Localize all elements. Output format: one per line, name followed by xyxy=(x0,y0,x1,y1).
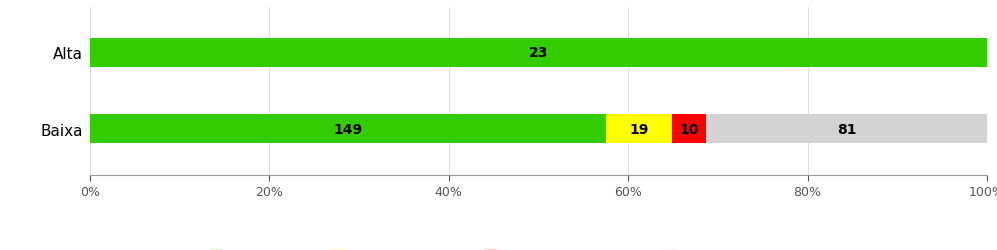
Text: 10: 10 xyxy=(679,122,699,136)
Text: 149: 149 xyxy=(333,122,362,136)
Legend: Avaliação boa, Avaliação mediana, Avaliação insatisfatória, Não respondeu: Avaliação boa, Avaliação mediana, Avalia… xyxy=(205,245,782,250)
Text: 23: 23 xyxy=(528,46,548,60)
Bar xyxy=(90,115,606,144)
Bar xyxy=(606,115,672,144)
Text: 81: 81 xyxy=(836,122,856,136)
Bar xyxy=(707,115,987,144)
Bar xyxy=(672,115,707,144)
Bar xyxy=(90,39,987,68)
Text: 19: 19 xyxy=(629,122,648,136)
